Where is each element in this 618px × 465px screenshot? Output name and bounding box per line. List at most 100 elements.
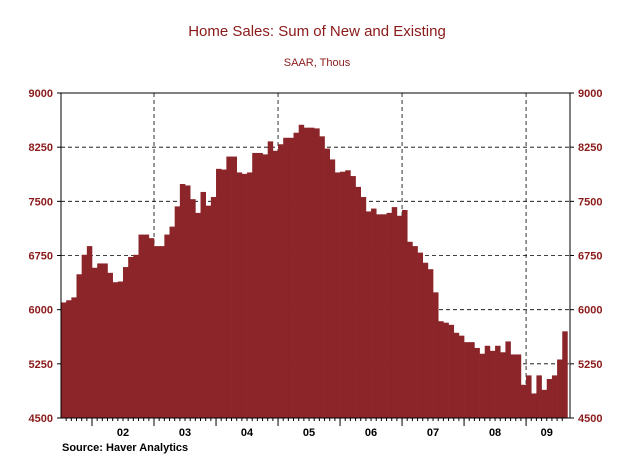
- y-tick-label-right: 5250: [578, 359, 602, 371]
- chart-title: Home Sales: Sum of New and Existing: [188, 23, 446, 40]
- bar: [298, 124, 305, 419]
- bar: [474, 347, 480, 418]
- y-tick-label-left: 4500: [29, 413, 53, 425]
- bar: [190, 199, 196, 418]
- bar: [505, 341, 511, 418]
- bar: [319, 136, 325, 419]
- bar: [500, 352, 506, 418]
- y-tick-label-left: 9000: [29, 88, 53, 100]
- bar: [515, 354, 522, 418]
- y-tick-label-left: 5250: [29, 359, 53, 371]
- x-tick-label: 02: [117, 427, 129, 439]
- x-tick-label: 09: [541, 427, 553, 439]
- y-axis-left-labels: 9000 8250 7500 6750 6000 5250 4500: [29, 88, 53, 425]
- bar: [61, 302, 67, 418]
- bar: [334, 172, 341, 418]
- bar: [433, 292, 439, 418]
- bar: [278, 144, 284, 418]
- y-tick-label-left: 7500: [29, 196, 53, 208]
- bar: [443, 322, 449, 418]
- bar: [117, 281, 124, 418]
- bar: [236, 172, 243, 418]
- y-tick-label-right: 7500: [578, 196, 602, 208]
- bar: [526, 375, 532, 418]
- y-tick-label-left: 8250: [29, 142, 53, 154]
- bar: [272, 150, 279, 418]
- bar: [81, 254, 88, 418]
- bar: [360, 197, 367, 418]
- x-tick-label: 03: [179, 427, 191, 439]
- bar: [510, 354, 517, 418]
- bar: [531, 393, 537, 418]
- bar: [371, 208, 377, 418]
- bar: [407, 241, 413, 418]
- bar: [412, 246, 418, 418]
- bar: [438, 321, 444, 418]
- bar: [216, 168, 222, 418]
- source-note: Source: Haver Analytics: [62, 442, 188, 454]
- bar: [205, 205, 212, 418]
- bar: [283, 137, 289, 418]
- bar: [86, 246, 93, 418]
- bar: [97, 263, 103, 418]
- bar: [376, 214, 382, 418]
- bar: [479, 353, 486, 418]
- bar: [226, 156, 232, 419]
- bar: [314, 128, 320, 418]
- x-tick-label: 08: [489, 427, 501, 439]
- bar: [551, 375, 558, 418]
- bar: [288, 137, 294, 418]
- bar: [562, 331, 568, 418]
- bar: [262, 154, 269, 418]
- bar: [143, 234, 150, 418]
- chart-subtitle: SAAR, Thous: [284, 57, 351, 69]
- bar: [195, 212, 201, 418]
- bars: [61, 124, 568, 419]
- bar: [402, 210, 408, 418]
- bar: [324, 148, 331, 418]
- bar: [71, 297, 77, 418]
- bar: [329, 159, 336, 418]
- bar: [448, 324, 455, 418]
- bar: [210, 197, 217, 418]
- bar: [396, 215, 403, 418]
- axis-ticks: [57, 92, 574, 426]
- bar: [381, 214, 387, 418]
- bar: [293, 132, 300, 418]
- bar: [350, 176, 356, 418]
- bar: [138, 234, 144, 418]
- bar: [133, 254, 139, 418]
- bar: [489, 350, 496, 418]
- bar: [309, 127, 315, 419]
- bar: [148, 238, 155, 418]
- bar: [386, 212, 393, 418]
- bar: [185, 185, 191, 418]
- bar: [169, 226, 175, 418]
- bar: [112, 282, 119, 418]
- bar: [417, 252, 424, 418]
- bar: [453, 332, 460, 418]
- y-tick-label-right: 6750: [578, 251, 602, 263]
- bar: [422, 262, 429, 418]
- bar: [546, 379, 553, 418]
- bar: [92, 267, 98, 418]
- bar: [340, 171, 346, 418]
- bar: [76, 274, 82, 418]
- bar: [458, 335, 465, 418]
- bar: [365, 211, 372, 418]
- bar: [102, 263, 108, 418]
- bar: [247, 172, 253, 418]
- y-tick-label-right: 8250: [578, 142, 602, 154]
- x-tick-label: 05: [303, 427, 315, 439]
- bar: [484, 345, 491, 418]
- bar: [123, 267, 129, 418]
- bar: [257, 152, 263, 418]
- bar: [303, 127, 310, 419]
- bar: [464, 342, 470, 418]
- y-tick-label-right: 4500: [578, 413, 602, 425]
- bar: [520, 384, 527, 418]
- y-tick-label-left: 6000: [29, 305, 53, 317]
- bar: [267, 141, 274, 418]
- bar: [252, 152, 258, 418]
